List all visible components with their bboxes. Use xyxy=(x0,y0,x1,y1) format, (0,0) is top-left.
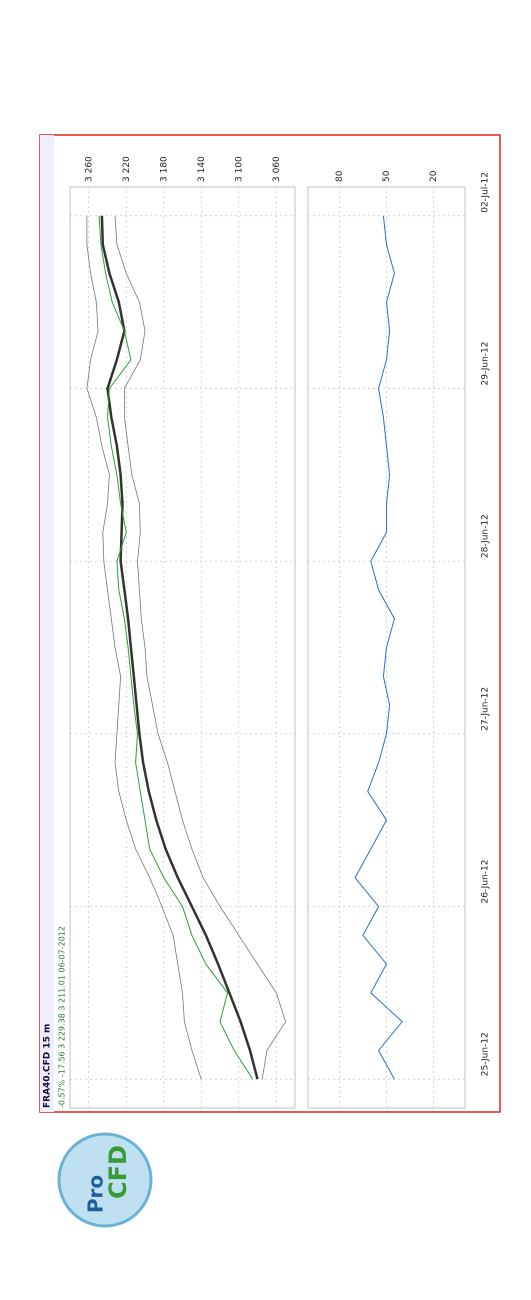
y-tick-label: 3 100 xyxy=(234,156,244,182)
y-tick-label: 80 xyxy=(335,170,345,182)
y-tick-label: 3 060 xyxy=(272,156,282,182)
chart-window: FRA40.CFD 15 m -0.57% -17.56 3 229.38 3 … xyxy=(39,134,501,1113)
x-tick-label: 28-Jun-12 xyxy=(481,514,491,558)
chart-subtitle: -0.57% -17.56 3 229.38 3 211.01 06-07-20… xyxy=(58,926,67,1108)
logo-text: CFD xyxy=(104,1145,132,1199)
y-tick-label: 20 xyxy=(429,170,439,182)
series-line xyxy=(114,215,287,1080)
x-tick-label: 02-Jul-12 xyxy=(481,172,491,213)
x-tick-label: 25-Jun-12 xyxy=(481,1032,491,1076)
x-tick-label: 29-Jun-12 xyxy=(481,342,491,386)
x-tick-label: 27-Jun-12 xyxy=(481,687,491,731)
frame xyxy=(39,134,501,1113)
y-tick-label: 50 xyxy=(382,170,392,182)
series-line xyxy=(98,215,254,1080)
chart-title: FRA40.CFD 15 m xyxy=(43,1024,53,1108)
y-tick-label: 3 260 xyxy=(84,156,94,182)
logo: Pro CFD xyxy=(57,1132,153,1228)
tab-bar xyxy=(40,135,54,1112)
series-line xyxy=(100,215,259,1080)
x-tick-label: 26-Jun-12 xyxy=(481,860,491,904)
series-line xyxy=(354,215,403,1080)
logo-text: Pro xyxy=(84,1175,108,1213)
y-tick-label: 3 140 xyxy=(197,156,207,182)
logo-circle xyxy=(57,1132,153,1228)
y-tick-label: 3 180 xyxy=(159,156,169,182)
y-tick-label: 3 220 xyxy=(122,156,132,182)
panel xyxy=(69,186,296,1109)
series-line xyxy=(86,215,202,1080)
